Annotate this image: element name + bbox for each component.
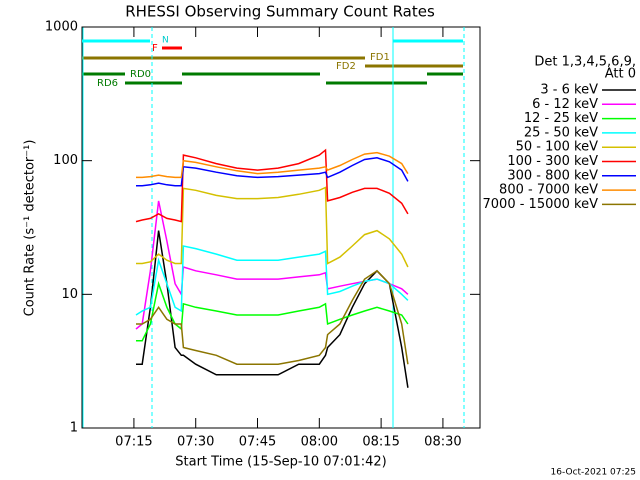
legend-label: 12 - 25 keV bbox=[524, 111, 598, 126]
legend-label: 7000 - 15000 keV bbox=[483, 197, 599, 212]
legend-label: 50 - 100 keV bbox=[516, 140, 599, 155]
chart-title: RHESSI Observing Summary Count Rates bbox=[125, 3, 435, 21]
annotation-label: FD1 bbox=[370, 52, 390, 63]
footer: 16-Oct-2021 07:25 bbox=[551, 468, 636, 478]
plot-frame bbox=[81, 26, 481, 429]
y-tick-label: 10 bbox=[61, 287, 78, 302]
series-line bbox=[136, 151, 409, 179]
x-tick-label: 07:30 bbox=[177, 435, 214, 450]
series-line bbox=[136, 269, 409, 365]
annotation-label: RD0 bbox=[130, 69, 151, 80]
annotation-label: RD6 bbox=[97, 78, 118, 89]
series-line bbox=[136, 157, 409, 187]
x-tick-label: 08:00 bbox=[301, 435, 338, 450]
legend-label: 25 - 50 keV bbox=[524, 125, 598, 140]
legend-label: 300 - 800 keV bbox=[507, 168, 598, 183]
series-line bbox=[136, 186, 409, 268]
legend-label: 100 - 300 keV bbox=[507, 154, 598, 169]
y-tick-label: 100 bbox=[53, 153, 78, 168]
legend-title: Det 1,3,4,5,6,9, bbox=[534, 55, 636, 70]
series-line bbox=[135, 245, 409, 316]
x-tick-label: 08:30 bbox=[424, 435, 461, 450]
x-tick-label: 07:45 bbox=[239, 435, 276, 450]
x-tick-label: 08:15 bbox=[362, 435, 399, 450]
annotation-label: FD2 bbox=[336, 61, 356, 72]
legend-label: 6 - 12 keV bbox=[532, 97, 598, 112]
legend-label: 800 - 7000 keV bbox=[499, 183, 598, 198]
annotation-label: F bbox=[152, 43, 158, 54]
x-tick-label: 07:15 bbox=[115, 435, 152, 450]
series-line bbox=[135, 148, 409, 223]
legend-label: 3 - 6 keV bbox=[540, 83, 598, 98]
y-tick-label: 1000 bbox=[45, 20, 78, 35]
legend-title: Att 0 bbox=[605, 67, 636, 82]
y-axis-label: Count Rate (s⁻¹ detector⁻¹) bbox=[23, 140, 38, 317]
y-tick-label: 1 bbox=[70, 421, 78, 436]
annotations: N F FD1 FD2 RD0 RD6 bbox=[82, 27, 465, 428]
x-axis-label: Start Time (15-Sep-10 07:01:42) bbox=[175, 455, 386, 470]
series-line bbox=[136, 280, 409, 342]
annotation-label: N bbox=[162, 36, 169, 46]
